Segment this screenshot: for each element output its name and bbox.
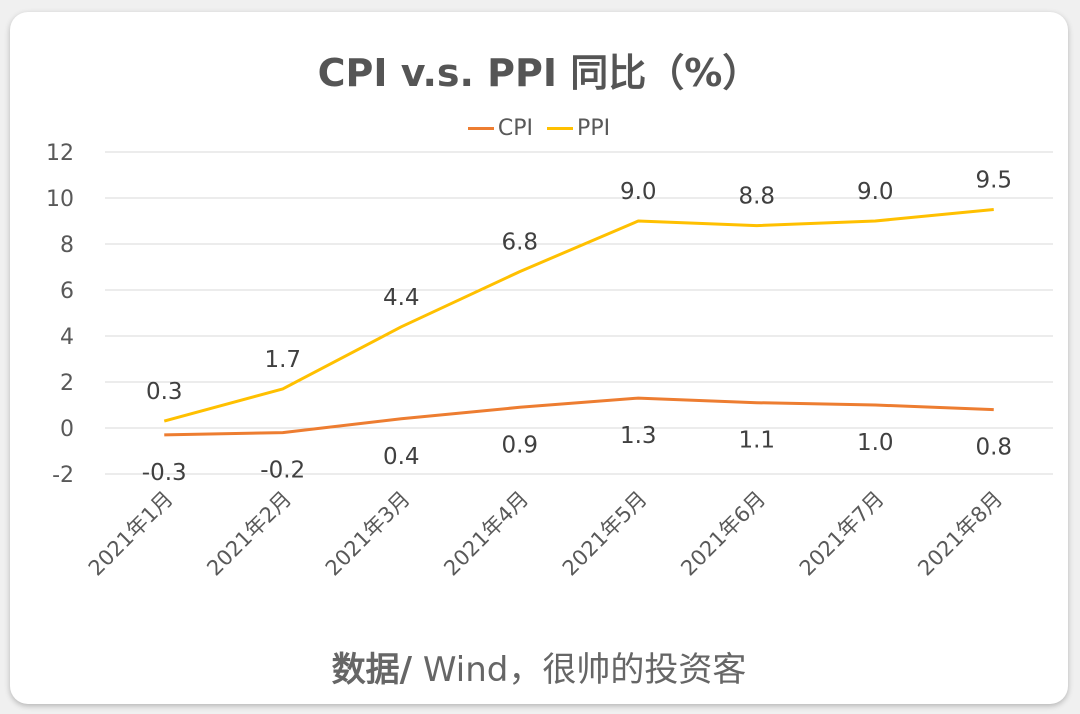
legend-item-ppi: PPI <box>547 116 610 141</box>
data-label-ppi: 4.4 <box>383 285 420 311</box>
source-text: Wind，很帅的投资客 <box>412 650 747 690</box>
data-label-ppi: 8.8 <box>738 184 775 210</box>
y-tick-label: 10 <box>46 187 74 212</box>
data-label-ppi: 9.0 <box>620 179 657 205</box>
data-label-cpi: 1.3 <box>620 423 657 449</box>
legend-item-cpi: CPI <box>467 116 534 141</box>
legend-label-cpi: CPI <box>497 116 534 141</box>
data-label-ppi: 9.5 <box>975 168 1012 194</box>
series-line-cpi <box>164 396 994 437</box>
x-tick-label: 2021年7月 <box>795 487 889 581</box>
x-tick-label: 2021年6月 <box>676 487 770 581</box>
x-tick-label: 2021年1月 <box>84 487 178 581</box>
y-tick-label: -2 <box>52 463 74 488</box>
data-label-ppi: 6.8 <box>501 230 538 256</box>
data-label-cpi: 0.8 <box>975 435 1012 461</box>
y-tick-label: 8 <box>60 233 74 258</box>
data-label-cpi: 1.0 <box>857 430 894 456</box>
chart-card: CPI v.s. PPI 同比（%） CPI PPI 数据/ Wind，很帅的投… <box>10 12 1068 704</box>
y-tick-label: 12 <box>46 141 74 166</box>
source-label: 数据/ <box>331 650 413 690</box>
legend-swatch-cpi <box>467 127 494 130</box>
data-label-cpi: -0.2 <box>260 458 305 484</box>
legend-label-ppi: PPI <box>577 116 611 141</box>
x-tick-label: 2021年8月 <box>913 487 1007 581</box>
x-tick-label: 2021年3月 <box>321 487 415 581</box>
chart-title: CPI v.s. PPI 同比（%） <box>317 51 761 95</box>
y-tick-label: 0 <box>60 417 74 442</box>
x-tick-label: 2021年2月 <box>202 487 296 581</box>
x-tick-label: 2021年4月 <box>439 487 533 581</box>
data-label-ppi: 0.3 <box>146 379 183 405</box>
legend-swatch-ppi <box>547 127 574 130</box>
y-tick-label: 6 <box>60 279 74 304</box>
data-label-ppi: 9.0 <box>857 179 894 205</box>
data-label-cpi: -0.3 <box>142 460 187 486</box>
series-line-ppi <box>163 208 994 423</box>
y-tick-label: 4 <box>60 325 74 350</box>
legend: CPI PPI <box>10 116 1068 141</box>
source-footer: 数据/ Wind，很帅的投资客 <box>10 642 1068 691</box>
data-label-ppi: 1.7 <box>264 347 301 373</box>
data-label-cpi: 1.1 <box>738 428 775 454</box>
data-label-cpi: 0.4 <box>383 444 420 470</box>
x-tick-label: 2021年5月 <box>558 487 652 581</box>
y-tick-label: 2 <box>60 371 74 396</box>
data-label-cpi: 0.9 <box>501 432 538 458</box>
